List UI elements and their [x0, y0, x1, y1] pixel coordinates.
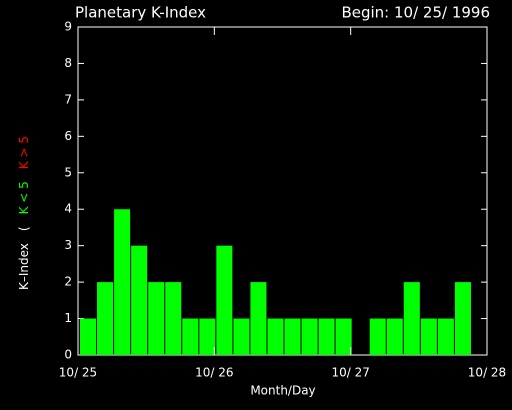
bar [301, 318, 318, 355]
y-label-part: K < 5 [17, 181, 31, 214]
y-label-part: ( [17, 226, 31, 231]
bar [165, 282, 182, 355]
x-axis-label: Month/Day [250, 384, 315, 398]
bar [386, 318, 403, 355]
bar [267, 318, 284, 355]
y-tick-label: 4 [64, 202, 72, 216]
bar [284, 318, 301, 355]
bar [369, 318, 386, 355]
bar [420, 318, 437, 355]
y-tick-label: 0 [64, 348, 72, 362]
y-axis-label: K–Index ( K < 5 K > 5 [17, 136, 31, 290]
bar [148, 282, 165, 355]
y-tick-label: 6 [64, 129, 72, 143]
y-tick-label: 1 [64, 311, 72, 325]
bar [199, 318, 216, 355]
bar [318, 318, 335, 355]
bar [233, 318, 250, 355]
y-tick-label: 9 [64, 20, 72, 34]
y-tick-label: 3 [64, 238, 72, 252]
chart-title: Planetary K-Index [75, 4, 206, 22]
bar [216, 245, 233, 355]
y-label-part: K–Index [17, 243, 31, 290]
y-tick-label: 2 [64, 275, 72, 289]
x-tick-label: 10/ 26 [195, 366, 233, 380]
x-tick-label: 10/ 25 [59, 366, 97, 380]
y-tick-label: 5 [64, 165, 72, 179]
x-tick-label: 10/ 28 [468, 366, 506, 380]
y-tick-label: 8 [64, 56, 72, 70]
bar [335, 318, 352, 355]
bar [97, 282, 114, 355]
y-label-part: K > 5 [17, 136, 31, 169]
bar [80, 318, 97, 355]
y-tick-label: 7 [64, 92, 72, 106]
bar [250, 282, 267, 355]
bar [454, 282, 471, 355]
bar [403, 282, 420, 355]
x-tick-label: 10/ 27 [331, 366, 369, 380]
bar [437, 318, 454, 355]
bar [182, 318, 199, 355]
chart-subtitle: Begin: 10/ 25/ 1996 [341, 4, 490, 22]
bar [114, 209, 131, 355]
bar [131, 245, 148, 355]
